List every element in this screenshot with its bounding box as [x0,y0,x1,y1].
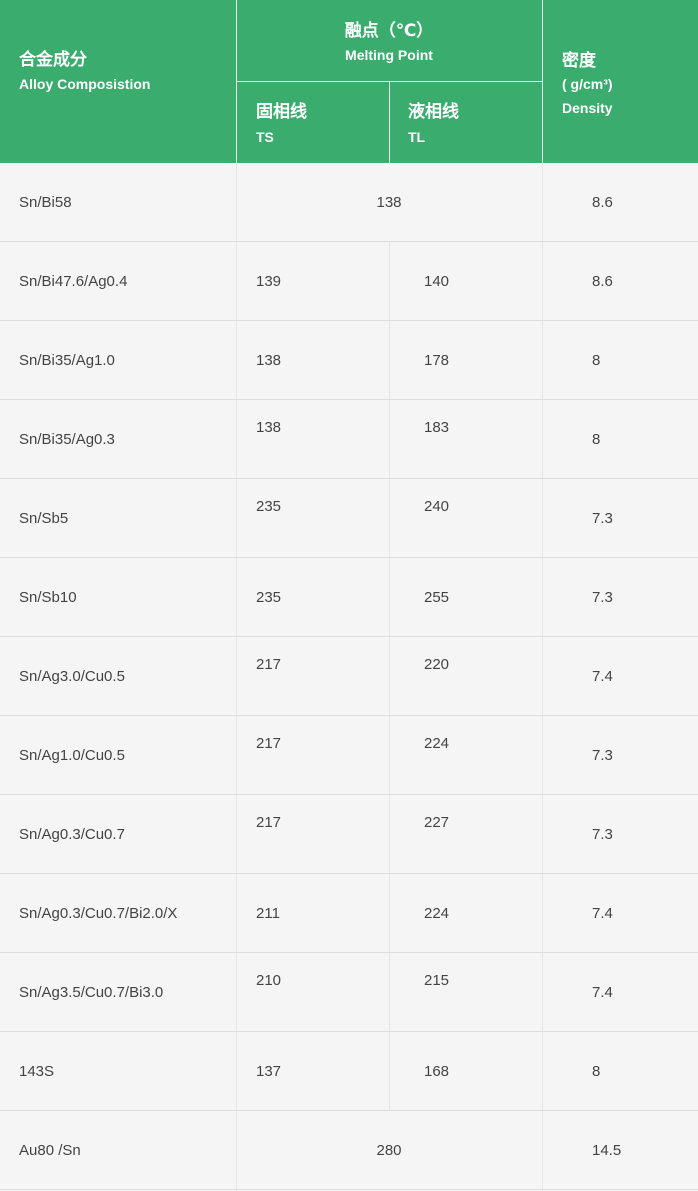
alloy-header-en: Alloy Composistion [19,76,151,92]
melting-header-en: Melting Point [345,47,433,63]
row-divider [0,873,698,874]
row-divider [0,399,698,400]
ts-cell: 211 [256,905,280,922]
row-divider [0,478,698,479]
alloy-cell: Sn/Bi35/Ag0.3 [19,431,115,448]
ts-cell: 217 [256,735,282,752]
density-cell: 8 [592,431,601,448]
col-divider [389,1032,390,1111]
row-divider [0,636,698,637]
ts-header-cn: 固相线 [256,102,307,121]
density-cell: 7.3 [592,747,613,764]
alloy-cell: Sn/Sb5 [19,510,69,527]
alloy-cell: Sn/Bi47.6/Ag0.4 [19,273,128,290]
tl-cell: 140 [424,273,450,290]
ts-cell: 235 [256,498,282,515]
tl-cell: 183 [424,419,450,436]
alloy-cell: Sn/Ag3.5/Cu0.7/Bi3.0 [19,984,164,1001]
density-cell: 8.6 [592,194,613,211]
density-cell: 8 [592,1063,601,1080]
density-cell: 8 [592,352,601,369]
row-divider [0,794,698,795]
row-divider [0,952,698,953]
row-divider [0,1189,698,1190]
row-divider [0,715,698,716]
table-header: 合金成分 Alloy Composistion 融点（℃） Melting Po… [0,0,698,163]
tl-cell: 240 [424,498,450,515]
col-divider [389,874,390,953]
ts-cell: 217 [256,656,282,673]
alloy-cell: Sn/Ag0.3/Cu0.7 [19,826,125,843]
density-cell: 7.3 [592,826,613,843]
tl-cell: 178 [424,352,450,369]
alloy-cell: Au80 /Sn [19,1142,81,1159]
col-divider [389,242,390,321]
ts-cell: 138 [256,352,282,369]
alloy-cell: Sn/Ag0.3/Cu0.7/Bi2.0/X [19,905,178,922]
col-divider [389,321,390,400]
tl-cell: 255 [424,589,450,606]
melting-header-cn: 融点（℃） [344,21,434,40]
col-divider [236,0,237,1191]
ts-cell: 137 [256,1063,282,1080]
tl-cell: 168 [424,1063,450,1080]
row-divider [0,557,698,558]
row-divider [0,1031,698,1032]
tl-cell: 220 [424,656,450,673]
col-divider [389,558,390,637]
melting-point-cell: 280 [376,1142,402,1159]
density-cell: 8.6 [592,273,613,290]
col-divider [389,795,390,874]
alloy-cell: Sn/Sb10 [19,589,77,606]
ts-cell: 235 [256,589,282,606]
alloy-header-cn: 合金成分 [19,50,87,69]
col-divider [389,400,390,479]
density-header-en: Density [562,100,613,116]
col-divider [389,716,390,795]
ts-cell: 139 [256,273,282,290]
alloy-cell: Sn/Bi58 [19,194,72,211]
ts-cell: 210 [256,972,282,989]
alloy-cell: Sn/Bi35/Ag1.0 [19,352,115,369]
alloy-cell: Sn/Ag1.0/Cu0.5 [19,747,125,764]
row-divider [0,1110,698,1111]
alloy-cell: 143S [19,1063,55,1080]
density-cell: 7.4 [592,668,613,685]
ts-cell: 138 [256,419,282,436]
tl-cell: 224 [424,905,450,922]
col-divider [389,479,390,558]
density-cell: 14.5 [592,1142,622,1159]
col-divider [389,81,390,163]
tl-cell: 227 [424,814,450,831]
ts-cell: 217 [256,814,282,831]
density-cell: 7.4 [592,905,613,922]
density-cell: 7.3 [592,589,613,606]
density-header-cn: 密度 [562,51,596,70]
tl-cell: 224 [424,735,450,752]
density-cell: 7.4 [592,984,613,1001]
tl-cell: 215 [424,972,450,989]
row-divider [0,320,698,321]
tl-header-en: TL [408,129,426,145]
col-divider [389,637,390,716]
row-divider [0,241,698,242]
density-cell: 7.3 [592,510,613,527]
alloy-cell: Sn/Ag3.0/Cu0.5 [19,668,125,685]
tl-header-cn: 液相线 [408,102,459,121]
ts-header-en: TS [256,129,274,145]
melting-point-cell: 138 [376,194,402,211]
density-header-unit: ( g/cm³) [562,76,613,92]
col-divider [389,953,390,1032]
col-divider [542,0,543,1191]
